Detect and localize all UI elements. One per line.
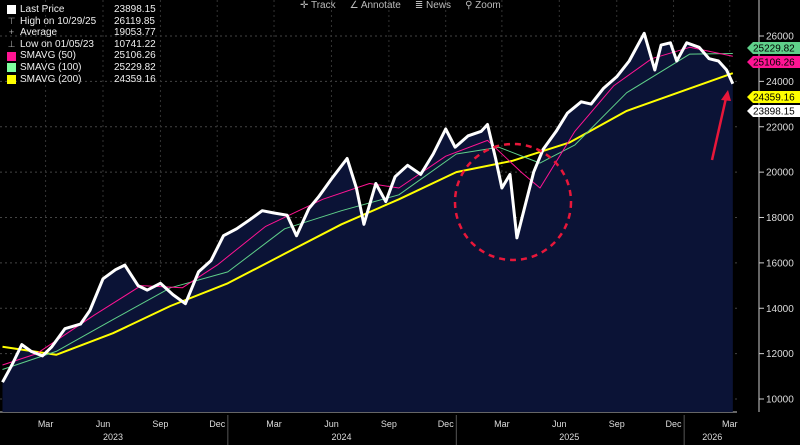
legend-item: ⊤ High on 10/29/25 26119.85 <box>7 16 156 28</box>
legend-value: 10741.22 <box>114 38 156 50</box>
high-marker-icon: ⊤ <box>7 15 16 26</box>
last-value-label: 24359.16 <box>753 93 795 104</box>
arrow-head-icon <box>721 90 731 101</box>
x-tick-label: Mar <box>722 419 738 429</box>
y-tick-label: 16000 <box>766 258 794 269</box>
legend-value: 25229.82 <box>114 61 156 73</box>
x-tick-label: Mar <box>266 419 282 429</box>
zoom-button[interactable]: ⚲ Zoom <box>465 0 501 11</box>
legend-value: 23898.15 <box>114 4 156 15</box>
arrow-annotation <box>710 97 728 161</box>
legend-label: Low on 01/05/23 <box>20 38 94 50</box>
y-tick-label: 14000 <box>766 304 794 315</box>
year-label: 2023 <box>103 432 123 442</box>
x-tick-label: Jun <box>324 419 339 429</box>
news-button[interactable]: ≣ News <box>414 0 452 11</box>
legend-item: SMAVG (100) 25229.82 <box>7 62 156 74</box>
annotate-label: Annotate <box>360 0 401 11</box>
y-tick-label: 12000 <box>766 349 794 360</box>
year-label: 2024 <box>331 432 351 442</box>
zoom-label: Zoom <box>475 0 501 11</box>
legend-value: 19053.77 <box>114 27 156 39</box>
highlight-circle-annotation <box>453 142 573 262</box>
x-tick-label: Jun <box>96 419 111 429</box>
x-tick-label: Dec <box>666 419 683 429</box>
chart-toolbar: ✛ Track ∠ Annotate ≣ News ⚲ Zoom <box>300 0 501 11</box>
x-tick-label: Sep <box>381 419 397 429</box>
series-line-smavg-200- <box>2 72 734 356</box>
x-tick-label: Dec <box>438 419 455 429</box>
x-tick-label: Dec <box>209 419 226 429</box>
legend-label: Average <box>20 27 58 39</box>
y-tick-label: 26000 <box>766 32 794 43</box>
year-label: 2025 <box>559 432 579 442</box>
x-tick-label: Sep <box>609 419 625 429</box>
last-value-tag: 24359.16 <box>747 91 800 104</box>
track-button[interactable]: ✛ Track <box>300 0 336 11</box>
legend-item: + Average 19053.77 <box>7 27 156 39</box>
annotate-button[interactable]: ∠ Annotate <box>349 0 401 11</box>
last-value-label: 25229.82 <box>753 44 795 55</box>
legend: Last Price 23898.15 ⊤ High on 10/29/25 26119… <box>7 4 156 85</box>
color-swatch-icon <box>7 5 16 15</box>
news-label: News <box>426 0 452 11</box>
color-swatch-icon <box>7 74 16 84</box>
legend-value: 24359.16 <box>114 73 156 85</box>
y-tick-label: 20000 <box>766 168 794 179</box>
color-swatch-icon <box>7 51 16 61</box>
legend-item: ⊥ Low on 01/05/23 10741.22 <box>7 39 156 51</box>
x-tick-label: Sep <box>152 419 168 429</box>
legend-value: 26119.85 <box>114 15 155 27</box>
legend-item: Last Price 23898.15 <box>7 4 156 16</box>
price-area <box>2 33 733 413</box>
average-marker-icon: + <box>8 27 15 38</box>
last-value-tag: 25106.26 <box>747 56 800 69</box>
y-tick-label: 24000 <box>766 77 794 88</box>
legend-label: SMAVG (100) <box>20 61 82 73</box>
legend-value: 25106.26 <box>114 50 156 62</box>
last-value-tag: 25229.82 <box>747 42 800 55</box>
series-line-last-price <box>1 31 735 383</box>
legend-label: SMAVG (200) <box>20 73 82 85</box>
track-label: Track <box>310 0 336 11</box>
legend-label: Last Price <box>20 4 65 15</box>
last-value-tag: 23898.15 <box>747 105 800 118</box>
x-tick-label: Mar <box>494 419 510 429</box>
color-swatch-icon <box>7 63 16 73</box>
y-tick-label: 10000 <box>766 395 794 406</box>
legend-item: SMAVG (50) 25106.26 <box>7 50 156 62</box>
low-marker-icon: ⊥ <box>7 39 16 50</box>
x-tick-label: Mar <box>38 419 54 429</box>
legend-label: High on 10/29/25 <box>20 15 97 27</box>
last-value-label: 23898.15 <box>753 107 795 118</box>
y-tick-label: 18000 <box>766 213 794 224</box>
last-value-label: 25106.26 <box>753 58 795 69</box>
year-label: 2026 <box>702 432 722 442</box>
legend-item: SMAVG (200) 24359.16 <box>7 74 156 86</box>
legend-label: SMAVG (50) <box>20 50 76 62</box>
x-tick-label: Jun <box>552 419 567 429</box>
y-tick-label: 22000 <box>766 122 794 133</box>
